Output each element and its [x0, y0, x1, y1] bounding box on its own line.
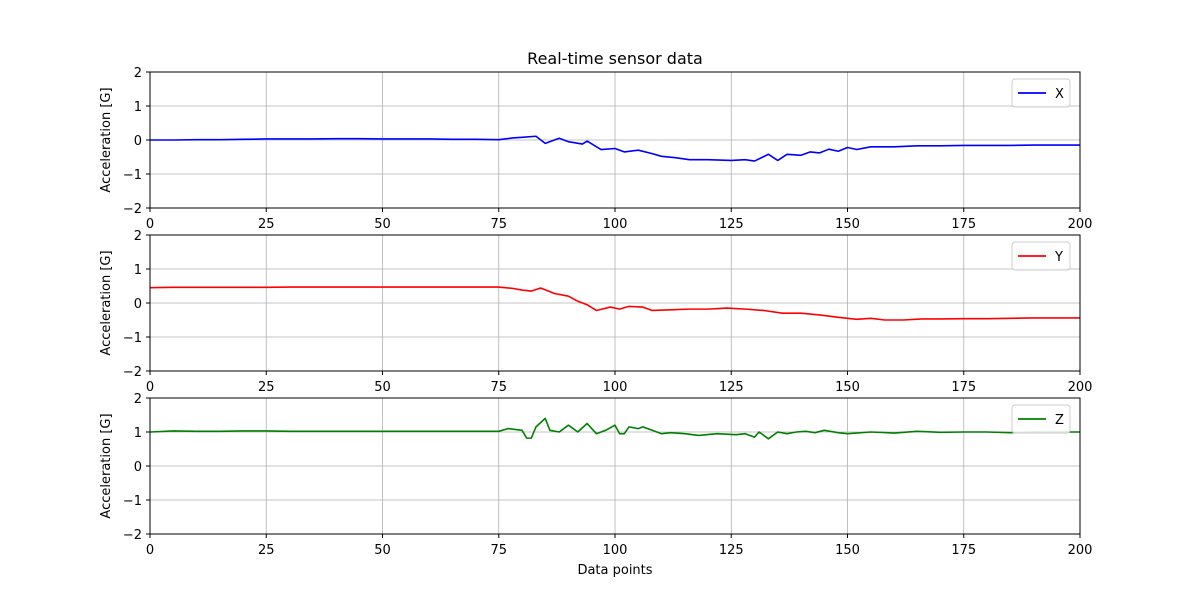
series-line-Z — [149, 417, 1080, 440]
x-tick-label: 125 — [719, 217, 744, 232]
x-tick-label: 100 — [603, 217, 628, 232]
x-tick-label: 100 — [603, 380, 628, 395]
y-tick-label: 1 — [134, 426, 142, 441]
x-tick-label: 150 — [835, 380, 860, 395]
x-tick-label: 200 — [1068, 380, 1093, 395]
x-tick-label: 0 — [146, 217, 154, 232]
y-tick-label: −2 — [123, 202, 142, 217]
y-axis-label: Acceleration [G] — [99, 87, 114, 192]
x-tick-label: 25 — [258, 380, 275, 395]
x-tick-label: 75 — [490, 217, 507, 232]
y-tick-label: 0 — [134, 297, 142, 312]
x-tick-label: 175 — [951, 380, 976, 395]
panel-1: 0 25 50 75 100 125 150 175 200 −2 −1 0 1 2 Acceleratio… — [99, 229, 1092, 395]
y-tick-label: −1 — [123, 494, 142, 509]
y-tick-label: 1 — [134, 100, 142, 115]
y-axis-label: Acceleration [G] — [99, 250, 114, 355]
legend: Z — [1011, 404, 1071, 434]
x-tick-label: 50 — [374, 380, 391, 395]
series-line-Y — [149, 286, 1080, 321]
x-tick-label: 25 — [258, 217, 275, 232]
x-tick-label: 75 — [490, 380, 507, 395]
x-tick-label: 0 — [146, 380, 154, 395]
legend: X — [1011, 78, 1071, 108]
x-axis-label: Data points — [577, 563, 652, 578]
x-tick-label: 150 — [835, 217, 860, 232]
series-line-X — [150, 135, 1080, 162]
legend: Y — [1011, 241, 1071, 271]
x-tick-label: 50 — [374, 217, 391, 232]
chart-title: Real-time sensor data — [527, 49, 703, 68]
y-tick-label: 2 — [134, 229, 142, 244]
y-tick-label: 2 — [134, 66, 142, 81]
legend-label: Y — [1054, 250, 1063, 265]
y-tick-label: 1 — [134, 263, 142, 278]
x-tick-label: 25 — [258, 543, 275, 558]
x-tick-label: 175 — [951, 543, 976, 558]
y-tick-label: 2 — [134, 392, 142, 407]
legend-label: X — [1055, 87, 1064, 102]
panel-2: 0 25 50 75 100 125 150 175 200 −2 −1 0 1 2 Acceleratio… — [99, 392, 1092, 558]
x-tick-label: 150 — [835, 543, 860, 558]
x-tick-label: 200 — [1068, 217, 1093, 232]
panels-layer: 0 25 50 75 100 125 150 175 200−2−1012Acceleratio… — [99, 66, 1092, 558]
x-tick-label: 100 — [603, 543, 628, 558]
y-tick-label: −1 — [123, 168, 142, 183]
y-tick-label: 0 — [134, 460, 142, 475]
y-tick-label: −2 — [123, 528, 142, 543]
x-tick-label: 200 — [1068, 543, 1093, 558]
y-tick-label: 0 — [134, 134, 142, 149]
x-tick-label: 125 — [719, 543, 744, 558]
y-tick-label: −1 — [123, 331, 142, 346]
panel-0: 0 25 50 75 100 125 150 175 200 −2 −1 0 1 2 Acceleratio… — [99, 66, 1092, 232]
x-tick-label: 0 — [146, 543, 154, 558]
y-axis-label: Acceleration [G] — [99, 413, 114, 518]
x-tick-label: 75 — [490, 543, 507, 558]
x-tick-label: 175 — [951, 217, 976, 232]
x-tick-label: 50 — [374, 543, 391, 558]
legend-label: Z — [1055, 413, 1064, 428]
x-tick-label: 125 — [719, 380, 744, 395]
y-tick-label: −2 — [123, 365, 142, 380]
